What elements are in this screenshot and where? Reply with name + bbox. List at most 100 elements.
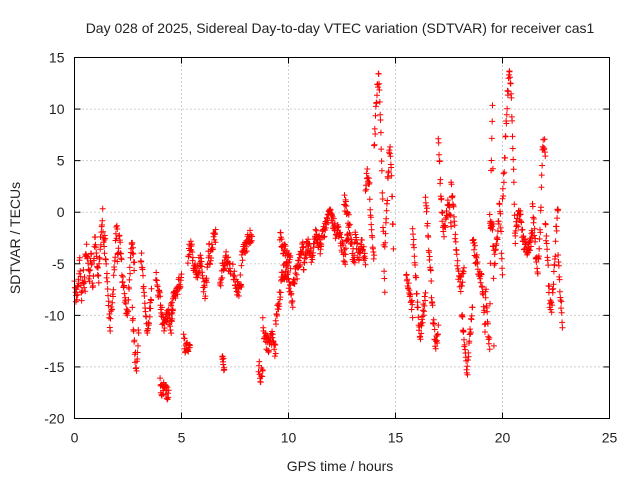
data-point-marker — [112, 230, 119, 237]
data-point-marker — [221, 366, 228, 373]
data-point-marker — [410, 231, 416, 238]
data-point-marker — [296, 263, 303, 270]
data-point-marker — [299, 244, 306, 251]
data-point-marker — [415, 314, 422, 321]
data-point-marker — [413, 274, 420, 281]
data-point-marker — [81, 284, 88, 291]
data-point-marker — [435, 139, 442, 146]
data-point-marker — [530, 215, 537, 222]
data-point-marker — [276, 303, 283, 310]
data-point-marker — [342, 202, 349, 208]
data-point-marker — [409, 301, 416, 308]
data-point-marker — [354, 240, 361, 247]
data-point-marker — [527, 247, 533, 254]
data-point-marker — [220, 361, 227, 368]
data-point-marker — [219, 274, 226, 281]
data-point-marker — [503, 120, 510, 127]
data-point-marker — [131, 267, 138, 274]
data-point-marker — [147, 305, 154, 312]
data-point-marker — [145, 325, 151, 332]
data-point-marker — [550, 268, 557, 275]
data-point-marker — [178, 271, 185, 278]
y-tick-label: -5 — [52, 256, 65, 272]
data-point-marker — [404, 276, 411, 283]
data-point-marker — [385, 168, 392, 175]
data-point-marker — [238, 262, 245, 269]
data-point-marker — [552, 253, 559, 260]
data-point-marker — [466, 338, 473, 345]
data-point-marker — [285, 269, 292, 276]
data-point-marker — [372, 112, 379, 119]
data-point-marker — [104, 278, 111, 285]
data-point-marker — [419, 319, 426, 326]
data-point-marker — [544, 246, 551, 253]
data-point-marker — [207, 261, 213, 268]
data-point-marker — [500, 170, 507, 177]
x-tick-label: 20 — [495, 430, 511, 446]
data-point-marker — [457, 288, 464, 295]
data-point-marker — [187, 238, 194, 245]
data-point-marker — [411, 253, 418, 260]
data-point-marker — [285, 250, 292, 257]
data-point-marker — [264, 333, 271, 340]
data-point-marker — [359, 237, 365, 243]
y-tick-label: 5 — [57, 153, 65, 169]
data-point-marker — [127, 270, 134, 277]
data-point-marker — [148, 297, 155, 304]
data-point-marker — [448, 181, 455, 188]
data-point-marker — [312, 226, 319, 233]
data-point-marker — [388, 172, 395, 179]
data-point-marker — [555, 262, 562, 269]
data-point-marker — [120, 273, 126, 280]
data-point-marker — [269, 328, 276, 335]
data-point-marker — [111, 266, 118, 273]
data-point-marker — [543, 240, 550, 247]
y-tick-label: 0 — [57, 204, 65, 220]
data-point-marker — [362, 187, 369, 194]
data-point-marker — [559, 319, 566, 326]
data-point-marker — [494, 236, 501, 243]
data-point-marker — [289, 298, 296, 305]
data-point-marker — [96, 260, 103, 267]
data-point-marker — [103, 260, 110, 267]
data-point-marker — [559, 324, 566, 331]
data-point-marker — [363, 170, 370, 177]
data-point-marker — [121, 282, 128, 289]
data-point-marker — [498, 228, 505, 235]
data-point-marker — [287, 252, 294, 259]
data-point-marker — [375, 84, 381, 91]
data-point-marker — [541, 145, 548, 152]
data-point-marker — [434, 340, 441, 346]
data-point-marker — [377, 111, 384, 118]
data-point-marker — [97, 233, 104, 240]
data-point-marker — [373, 99, 380, 106]
data-point-marker — [249, 233, 256, 240]
data-point-marker — [413, 290, 420, 297]
data-point-marker — [157, 375, 164, 382]
data-point-marker — [146, 313, 153, 320]
data-point-marker — [370, 249, 377, 255]
data-point-marker — [490, 342, 497, 349]
data-point-marker — [423, 205, 430, 212]
data-point-marker — [383, 215, 390, 222]
data-point-marker — [498, 250, 505, 257]
data-point-marker — [486, 211, 493, 218]
data-point-marker — [498, 255, 505, 262]
data-point-marker — [480, 303, 487, 310]
data-point-marker — [460, 328, 467, 334]
data-point-marker — [196, 267, 203, 274]
data-point-marker — [296, 254, 303, 261]
data-point-marker — [512, 240, 519, 247]
data-point-marker — [405, 280, 412, 287]
data-point-marker — [411, 244, 417, 251]
data-point-marker — [362, 261, 369, 268]
data-point-marker — [422, 289, 429, 296]
data-point-marker — [164, 384, 171, 391]
data-point-marker — [425, 234, 432, 240]
x-axis-label: GPS time / hours — [287, 458, 394, 474]
data-point-marker — [509, 145, 516, 152]
data-point-marker — [377, 117, 384, 123]
data-point-marker — [528, 243, 534, 250]
data-point-marker — [93, 253, 100, 260]
data-point-marker — [140, 272, 146, 279]
